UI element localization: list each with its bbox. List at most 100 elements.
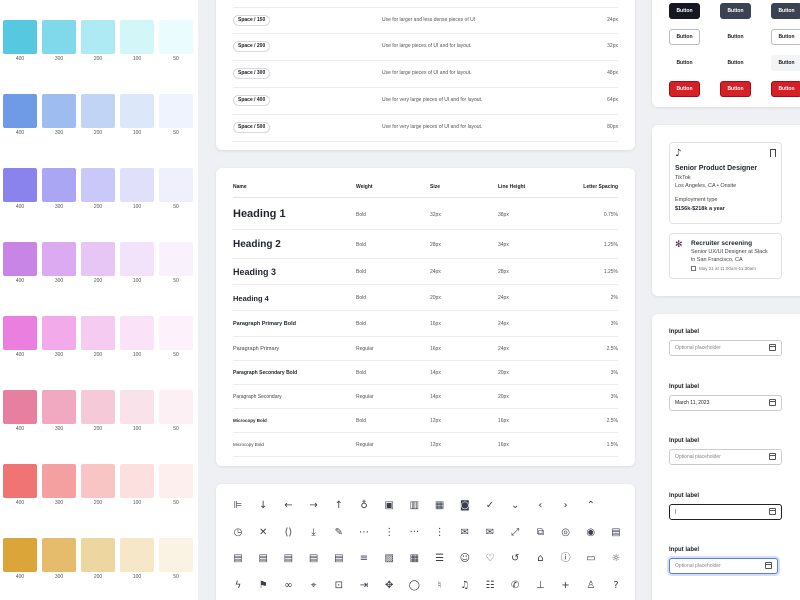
color-swatch[interactable] [3,242,37,276]
smile-icon[interactable]: ☺ [459,553,471,564]
date-input-field[interactable]: Optional placeholder [669,558,778,574]
demo-button-dark[interactable]: Button [669,3,700,19]
check-icon[interactable]: ✓ [485,500,495,511]
file-icon[interactable]: ▤ [611,526,621,538]
puzzle-icon[interactable]: ✥ [384,579,394,591]
calendar-icon[interactable] [769,344,776,351]
color-swatch[interactable] [3,316,37,350]
more-vertical-icon[interactable]: ⋮ [434,526,445,538]
calendar-icon[interactable] [765,562,772,569]
color-swatch[interactable] [81,316,115,350]
color-swatch[interactable] [3,94,37,128]
file-plus-icon[interactable]: ▤ [258,553,268,564]
list-icon[interactable]: ☷ [485,579,495,591]
plus-icon[interactable]: + [561,579,570,591]
color-swatch[interactable] [81,94,115,128]
color-swatch[interactable] [81,242,115,276]
lock-icon[interactable]: ⊡ [334,579,343,591]
user-icon[interactable]: ♙ [586,579,596,591]
demo-button-plain[interactable]: Button [720,55,751,71]
history-icon[interactable]: ↺ [510,553,520,564]
color-swatch[interactable] [42,94,76,128]
color-swatch[interactable] [120,538,154,572]
chevron-left-icon[interactable]: ‹ [538,500,543,511]
lightbulb-icon[interactable]: ☼ [611,553,621,564]
edit-icon[interactable]: ✎ [334,526,343,538]
color-swatch[interactable] [159,94,193,128]
color-swatch[interactable] [159,464,193,498]
home-icon[interactable]: ⌂ [537,553,544,564]
color-swatch[interactable] [3,390,37,424]
color-swatch[interactable] [120,316,154,350]
color-swatch[interactable] [120,94,154,128]
bookmark-icon[interactable] [770,149,776,157]
color-swatch[interactable] [42,464,76,498]
camera-icon[interactable]: ◙ [459,500,470,511]
color-swatch[interactable] [159,20,193,54]
chevron-right-icon[interactable]: › [563,500,568,511]
color-swatch[interactable] [120,20,154,54]
align-left-icon[interactable]: ⊫ [233,500,243,511]
color-swatch[interactable] [3,538,37,572]
eye-off-icon[interactable]: ◎ [561,526,570,538]
message-icon[interactable]: ◯ [408,579,420,591]
demo-button-outline[interactable]: Button [669,29,700,45]
download-icon[interactable]: ⤓ [311,526,316,538]
arrow-down-icon[interactable]: ↓ [258,500,268,511]
file-text-icon[interactable]: ▤ [233,553,243,564]
code-icon[interactable]: ⟨⟩ [284,526,293,538]
color-swatch[interactable] [120,464,154,498]
arrow-right-icon[interactable]: → [309,500,318,511]
color-swatch[interactable] [159,316,193,350]
calendar-icon[interactable] [769,507,776,515]
chevron-down-icon[interactable]: ⌄ [510,500,520,511]
bell-icon[interactable]: ♫ [460,579,470,591]
demo-button-outline[interactable]: Button [771,29,800,45]
menu-icon[interactable]: ☰ [435,553,445,564]
color-swatch[interactable] [81,390,115,424]
award-icon[interactable]: ♁ [360,500,368,511]
color-swatch[interactable] [3,168,37,202]
color-swatch[interactable] [3,464,37,498]
map-pin-icon[interactable]: ⌖ [310,579,317,591]
job-card-secondary[interactable]: ✻ Recruiter screening Senior UX/UI Desig… [669,233,782,279]
file-edit-icon[interactable]: ▤ [334,553,344,564]
color-swatch[interactable] [3,20,37,54]
demo-button-plain[interactable]: Button [720,29,751,45]
color-swatch[interactable] [42,390,76,424]
mail-icon[interactable]: ✉ [460,526,469,538]
arrow-left-icon[interactable]: ← [284,500,293,511]
external-link-icon[interactable]: ⧉ [536,526,544,538]
job-card-primary[interactable]: ♪ Senior Product Designer TikTok Los Ang… [669,142,782,224]
file-check-icon[interactable]: ▤ [308,553,319,564]
color-swatch[interactable] [42,316,76,350]
image-icon[interactable]: ▨ [384,553,394,564]
color-swatch[interactable] [42,242,76,276]
laptop-icon[interactable]: ▭ [586,553,596,564]
microphone-icon[interactable]: ♮ [437,579,442,591]
date-input-field[interactable]: Optional placeholder [669,449,782,465]
date-input-field[interactable]: | [669,503,782,520]
color-swatch[interactable] [159,242,193,276]
heart-icon[interactable]: ♡ [485,553,495,564]
color-swatch[interactable] [159,168,193,202]
color-swatch[interactable] [159,538,193,572]
demo-button-plain[interactable]: Button [771,55,800,71]
demo-button-slate[interactable]: Button [720,3,751,19]
pin-icon[interactable]: ⊥ [536,579,545,591]
date-input-field[interactable]: Optional placeholder [669,340,782,356]
building-icon[interactable]: ▥ [409,500,420,511]
phone-icon[interactable]: ✆ [510,579,520,591]
demo-button-danger[interactable]: Button [669,81,700,97]
eye-icon[interactable]: ◉ [586,526,596,538]
mail-open-icon[interactable]: ✉ [485,526,495,538]
color-swatch[interactable] [120,168,154,202]
color-swatch[interactable] [81,168,115,202]
color-swatch[interactable] [81,464,115,498]
briefcase-icon[interactable]: ▣ [384,500,394,511]
demo-button-slate[interactable]: Button [771,3,800,19]
info-icon[interactable]: ⓘ [560,553,571,564]
help-icon[interactable]: ? [613,579,619,591]
color-swatch[interactable] [120,390,154,424]
log-in-icon[interactable]: ⇥ [359,579,369,591]
